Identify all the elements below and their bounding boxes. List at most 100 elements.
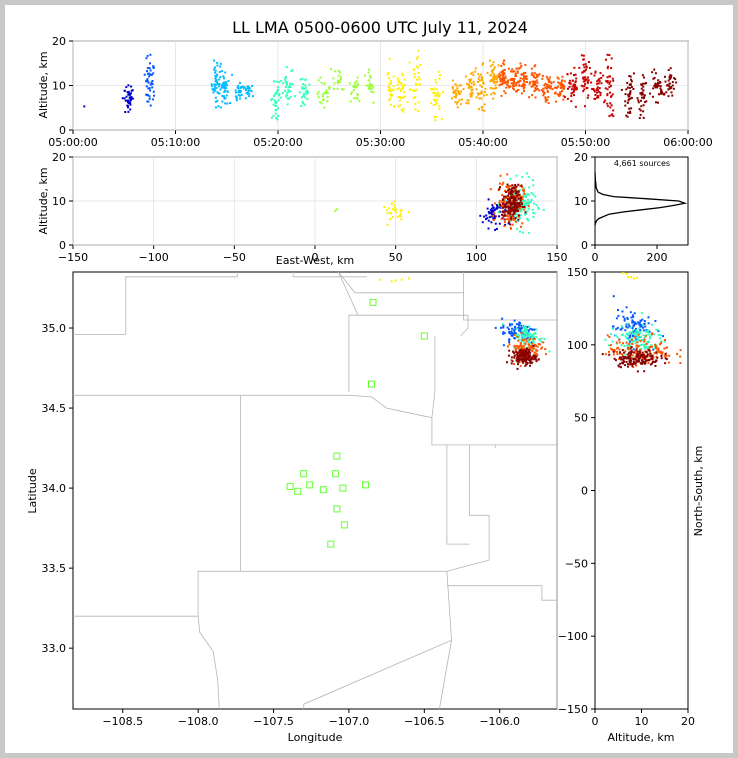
source-point [632, 363, 635, 365]
source-point [520, 357, 523, 360]
source-point [619, 362, 622, 365]
source-point [417, 72, 420, 74]
source-point [533, 332, 536, 335]
source-point [434, 78, 437, 81]
source-point [323, 82, 326, 85]
source-point [465, 102, 468, 105]
source-point [535, 328, 538, 331]
source-point [643, 338, 646, 341]
source-point [278, 92, 281, 95]
source-point [636, 276, 639, 279]
source-point [511, 223, 514, 226]
source-point [493, 92, 496, 95]
source-point [394, 206, 396, 209]
source-point [516, 209, 519, 212]
source-point [130, 92, 132, 95]
source-point [225, 87, 227, 89]
time-tick-label: 05:30:00 [356, 136, 405, 149]
altitude-tick-label: 20 [52, 151, 66, 164]
source-point [643, 370, 646, 373]
source-point [556, 93, 559, 96]
source-point [573, 66, 576, 69]
source-point [498, 188, 501, 191]
source-point [515, 351, 518, 354]
source-point [523, 328, 526, 330]
source-point [637, 330, 640, 333]
chart-figure: LL LMA 0500-0600 UTC July 11, 2024 Altit… [5, 5, 733, 753]
source-point [632, 348, 635, 351]
source-point [408, 88, 411, 91]
station-marker [331, 470, 339, 478]
source-point [146, 67, 149, 70]
source-point [495, 81, 498, 84]
source-point [609, 80, 612, 83]
source-point [630, 96, 633, 99]
source-point [514, 196, 517, 199]
source-point [656, 349, 659, 352]
source-point [243, 86, 246, 89]
source-point [503, 332, 506, 335]
source-point [475, 88, 478, 91]
source-point [149, 89, 152, 92]
source-point [532, 344, 535, 347]
source-point [627, 365, 629, 368]
source-point [224, 81, 227, 84]
source-point [513, 82, 516, 85]
source-point [667, 79, 670, 82]
source-point [585, 68, 587, 71]
source-point [601, 353, 604, 356]
source-point [584, 83, 587, 85]
source-point [516, 334, 519, 336]
source-point [670, 91, 673, 94]
source-point [522, 190, 525, 193]
source-point [489, 80, 492, 83]
source-point [506, 173, 509, 176]
source-point [524, 64, 527, 66]
source-point [515, 219, 518, 222]
source-point [239, 82, 242, 84]
source-point [367, 71, 370, 74]
altitude-time-ylabel: Altitude, km [37, 51, 50, 118]
count-tick-label: 0 [592, 251, 599, 264]
source-point [214, 85, 216, 88]
source-point [219, 65, 222, 68]
source-point [493, 87, 496, 90]
source-point [608, 86, 611, 89]
source-point [372, 91, 375, 94]
source-point [515, 174, 518, 177]
source-point [512, 81, 515, 84]
source-point [399, 209, 402, 212]
source-point [215, 79, 218, 82]
source-point [531, 336, 534, 339]
source-point [600, 82, 603, 85]
source-point [631, 319, 634, 322]
source-point [598, 77, 601, 80]
source-point [638, 321, 641, 324]
source-point [339, 80, 342, 83]
source-point [639, 362, 642, 364]
source-point [596, 91, 598, 94]
source-point [281, 92, 284, 94]
source-point [304, 90, 307, 93]
source-point [219, 62, 222, 65]
source-point [630, 316, 633, 319]
source-point [585, 66, 588, 69]
source-point [523, 72, 526, 74]
source-point [632, 324, 635, 327]
source-point [532, 82, 535, 84]
source-point [637, 101, 640, 104]
source-point [520, 351, 523, 353]
source-point [519, 199, 522, 202]
source-point [517, 345, 520, 348]
source-point [235, 97, 238, 100]
count-tick-label: 200 [647, 251, 668, 264]
source-point [435, 102, 438, 105]
source-point [518, 351, 521, 354]
source-point [419, 83, 422, 86]
source-point [639, 349, 642, 352]
source-point [278, 94, 280, 97]
county-boundary [338, 271, 469, 337]
source-point [248, 95, 251, 98]
source-point [326, 92, 329, 95]
source-point [523, 349, 526, 352]
